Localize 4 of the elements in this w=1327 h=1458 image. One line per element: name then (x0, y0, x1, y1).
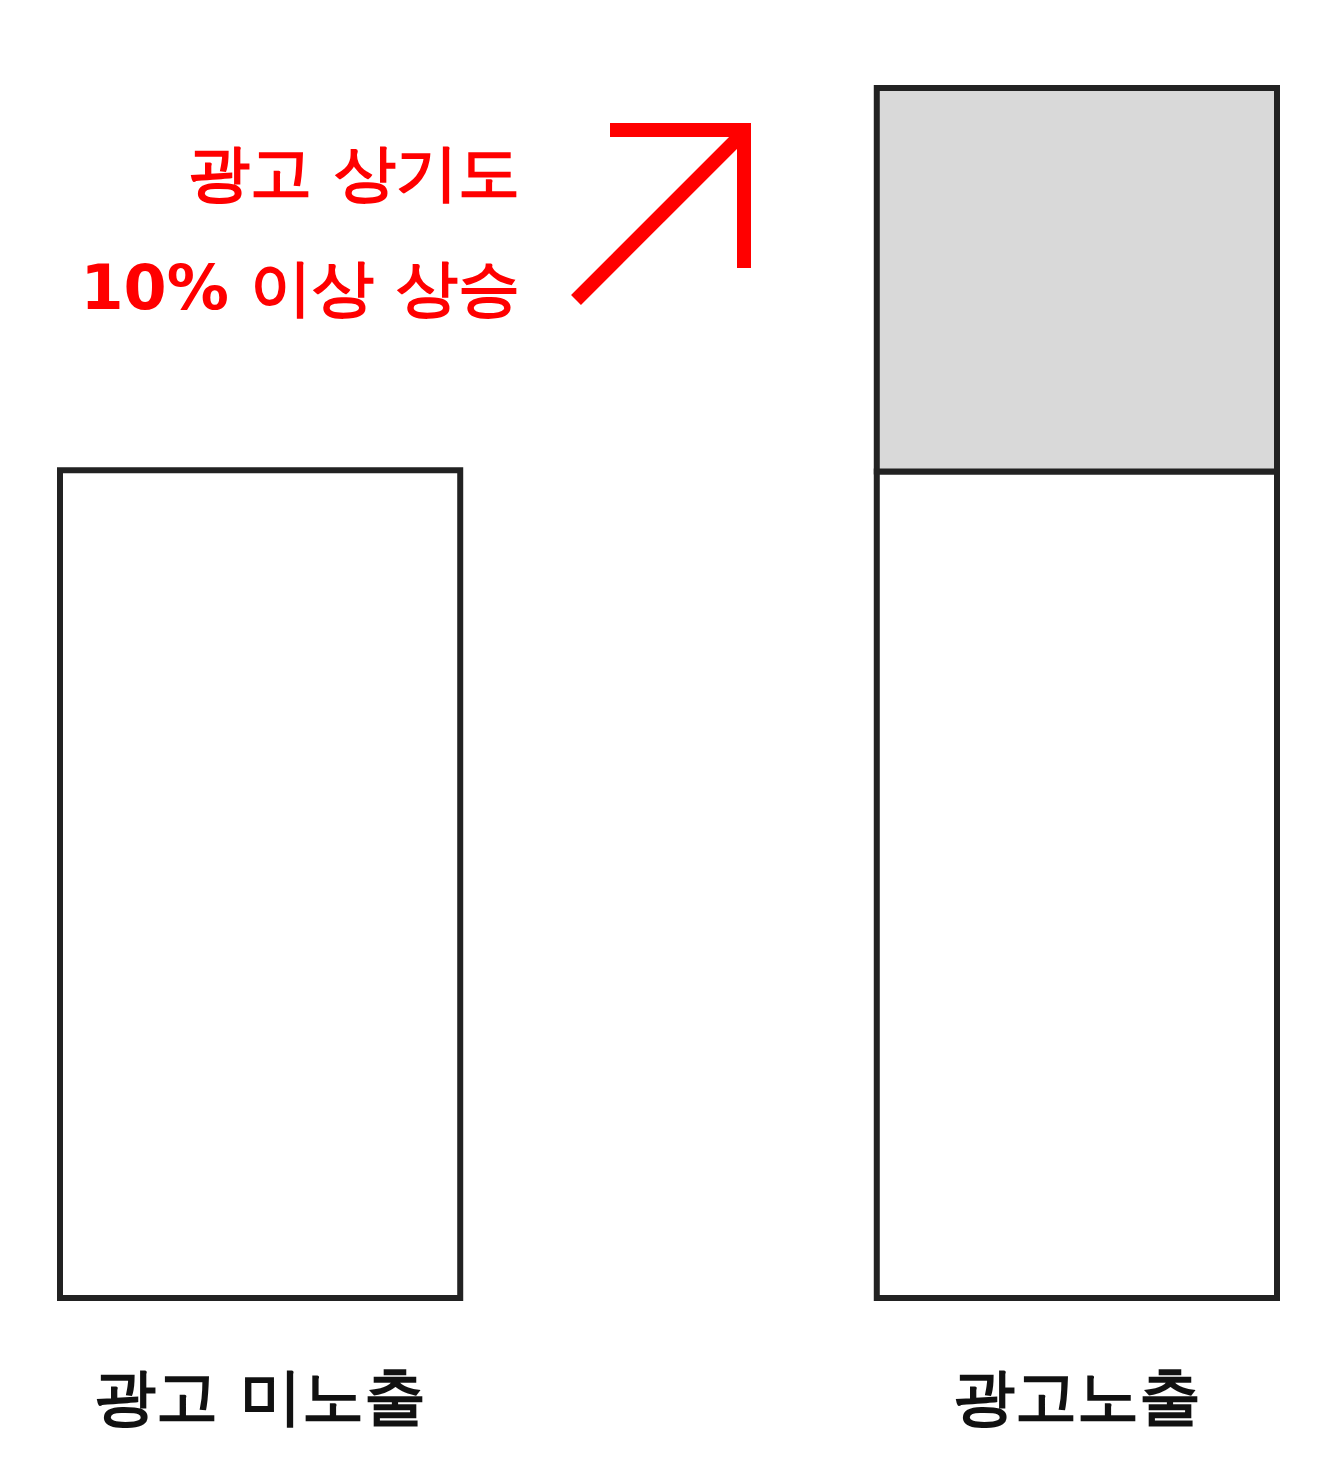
x-tick-label: 광고 미노출 (94, 1359, 426, 1433)
annotation: 광고 상기도 (187, 135, 520, 211)
annotation: 10% 이상 상승 (79, 250, 520, 326)
x-tick-label: 광고노출 (952, 1359, 1201, 1433)
